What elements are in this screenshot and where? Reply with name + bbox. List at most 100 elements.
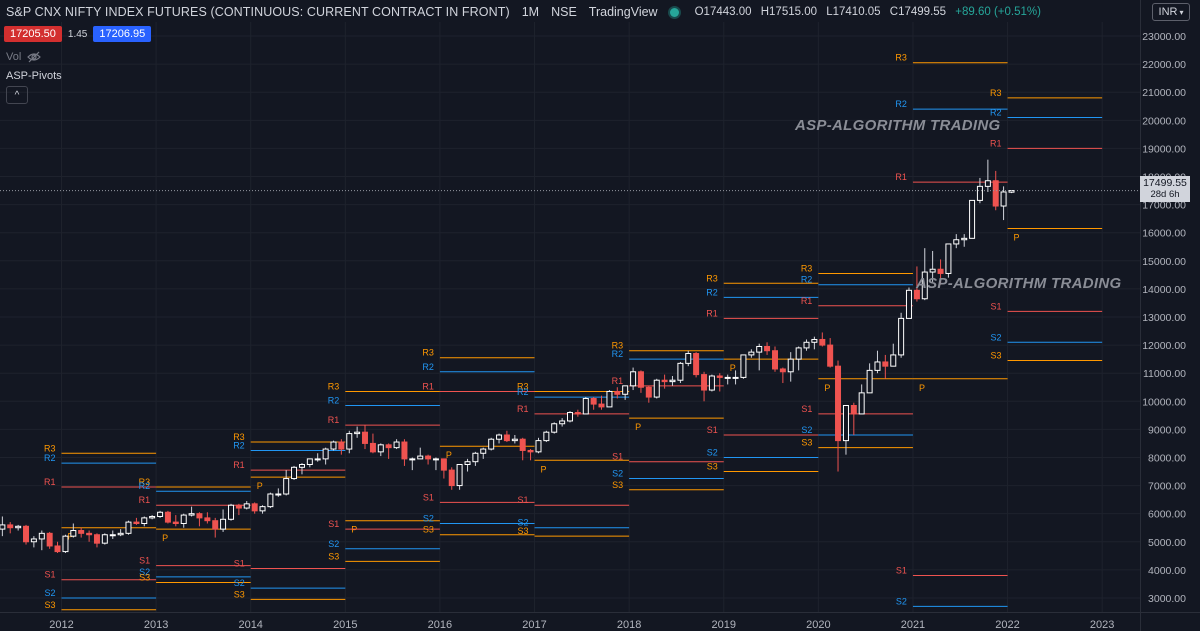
candle[interactable]: [314, 453, 321, 462]
buy-price-button[interactable]: 17206.95: [93, 26, 152, 42]
candle[interactable]: [961, 234, 968, 247]
candle[interactable]: [850, 402, 857, 435]
candle[interactable]: [779, 367, 786, 384]
candle[interactable]: [1000, 186, 1007, 221]
candle[interactable]: [267, 492, 274, 509]
candle[interactable]: [637, 370, 644, 393]
candle[interactable]: [551, 422, 558, 434]
candle[interactable]: [582, 397, 589, 415]
candle[interactable]: [503, 430, 510, 443]
candle[interactable]: [772, 346, 779, 372]
candle[interactable]: [425, 454, 432, 465]
candle[interactable]: [393, 439, 400, 450]
candle[interactable]: [125, 520, 132, 535]
candle[interactable]: [361, 425, 368, 450]
candle[interactable]: [259, 505, 266, 514]
candle[interactable]: [653, 378, 660, 399]
candle[interactable]: [984, 159, 991, 192]
candle[interactable]: [101, 533, 108, 545]
candle[interactable]: [716, 373, 723, 392]
candle[interactable]: [251, 502, 258, 514]
candle[interactable]: [693, 352, 700, 378]
candle[interactable]: [567, 411, 573, 423]
candle[interactable]: [606, 390, 613, 408]
candle[interactable]: [440, 458, 447, 479]
candle[interactable]: [93, 533, 100, 548]
candle[interactable]: [905, 287, 912, 319]
candle[interactable]: [30, 536, 37, 548]
candle[interactable]: [480, 447, 487, 459]
indicator-legend[interactable]: ASP-Pivots: [6, 70, 62, 82]
candle[interactable]: [46, 531, 53, 549]
candle[interactable]: [204, 512, 211, 524]
candle[interactable]: [220, 509, 227, 532]
candle[interactable]: [866, 363, 873, 394]
candle[interactable]: [448, 467, 455, 490]
candle[interactable]: [842, 405, 849, 455]
candle[interactable]: [78, 527, 85, 538]
eye-hidden-icon[interactable]: [27, 51, 42, 63]
candle[interactable]: [787, 352, 794, 382]
candle[interactable]: [803, 339, 810, 351]
candle[interactable]: [598, 395, 605, 410]
interval-label[interactable]: 1M: [521, 5, 540, 19]
candle[interactable]: [432, 457, 439, 471]
time-axis[interactable]: 2012 2013 2014 2015 2016 2017 2018 2019 2020 2021…: [0, 612, 1200, 631]
candle[interactable]: [574, 409, 581, 417]
candle[interactable]: [188, 506, 195, 517]
candle[interactable]: [732, 370, 739, 385]
candle[interactable]: [835, 360, 842, 472]
sell-price-button[interactable]: 17205.50: [4, 26, 62, 42]
candle[interactable]: [228, 503, 235, 521]
candle[interactable]: [764, 342, 771, 355]
candle[interactable]: [354, 426, 361, 438]
candle[interactable]: [590, 397, 597, 410]
candle[interactable]: [196, 512, 203, 527]
candle[interactable]: [511, 435, 518, 444]
candle[interactable]: [172, 515, 179, 527]
candle[interactable]: [992, 170, 999, 211]
candle[interactable]: [456, 464, 463, 490]
candle[interactable]: [133, 517, 140, 525]
candle[interactable]: [921, 248, 928, 301]
candle[interactable]: [827, 338, 834, 368]
candle[interactable]: [913, 266, 920, 302]
candle[interactable]: [945, 243, 952, 278]
price-axis[interactable]: 23000.00 22000.00 21000.00 20000.00 19000.00…: [1140, 0, 1200, 631]
candle[interactable]: [377, 443, 384, 457]
candle[interactable]: [630, 367, 637, 391]
candle[interactable]: [937, 259, 944, 285]
candle[interactable]: [472, 451, 479, 466]
candle[interactable]: [54, 541, 61, 553]
candle[interactable]: [86, 530, 93, 542]
candle[interactable]: [527, 449, 534, 461]
candle[interactable]: [740, 354, 747, 379]
candle[interactable]: [701, 371, 708, 402]
candle[interactable]: [38, 530, 45, 551]
currency-selector[interactable]: INR ▾: [1152, 3, 1190, 21]
candle[interactable]: [417, 447, 424, 460]
candle[interactable]: [543, 430, 550, 443]
candle[interactable]: [858, 384, 865, 415]
candle[interactable]: [164, 510, 171, 524]
candle[interactable]: [212, 517, 219, 538]
candle[interactable]: [535, 437, 542, 454]
candle[interactable]: [180, 513, 187, 528]
candle[interactable]: [369, 433, 376, 454]
candle[interactable]: [141, 516, 148, 527]
candle[interactable]: [614, 387, 621, 399]
candle[interactable]: [969, 199, 976, 239]
candle[interactable]: [291, 465, 298, 480]
candle[interactable]: [756, 343, 763, 371]
candle[interactable]: [117, 529, 124, 537]
candle[interactable]: [385, 443, 392, 459]
candle[interactable]: [661, 374, 668, 389]
candle[interactable]: [330, 440, 337, 451]
candle[interactable]: [15, 524, 22, 531]
candle[interactable]: [322, 447, 329, 465]
candle[interactable]: [157, 510, 164, 518]
candle[interactable]: [953, 234, 960, 249]
candle[interactable]: [874, 350, 881, 374]
candle[interactable]: [409, 457, 416, 471]
